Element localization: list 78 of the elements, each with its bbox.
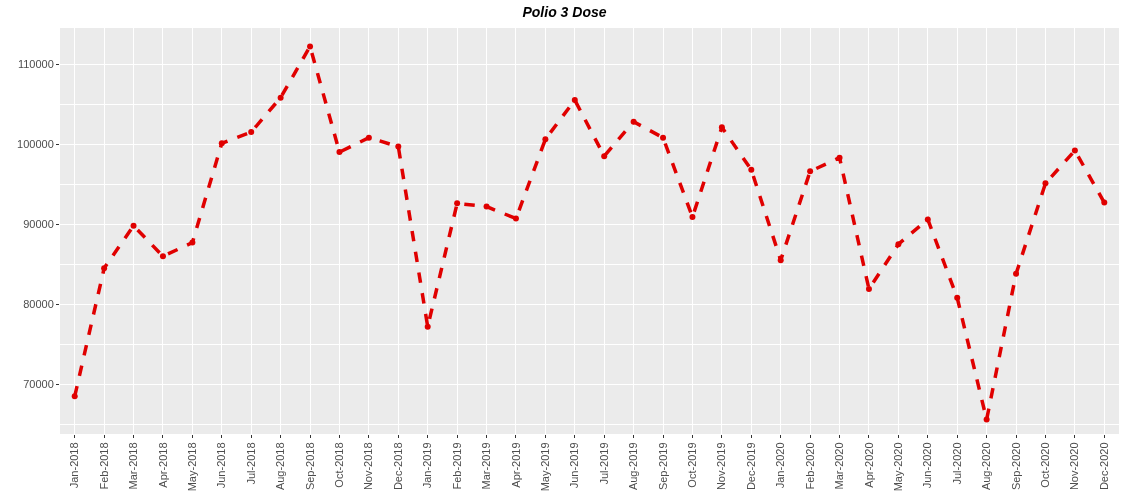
point bbox=[924, 216, 931, 223]
point bbox=[248, 129, 255, 136]
point bbox=[689, 213, 696, 220]
point bbox=[836, 154, 843, 161]
y-tick-label: 110000 bbox=[17, 57, 54, 70]
point bbox=[101, 265, 108, 272]
x-tick-label: Aug-2019 bbox=[627, 442, 640, 491]
x-tick-label: Apr-2020 bbox=[862, 442, 875, 488]
point bbox=[277, 94, 284, 101]
x-tick-label: Jul-2020 bbox=[950, 442, 963, 485]
x-tick-label: Apr-2018 bbox=[156, 442, 169, 488]
x-tick-label: May-2020 bbox=[891, 442, 904, 492]
x-tick-label: Jul-2019 bbox=[597, 442, 610, 485]
point bbox=[542, 136, 549, 143]
x-tick-label: Oct-2018 bbox=[333, 442, 346, 488]
x-tick-label: Mar-2019 bbox=[480, 442, 493, 490]
point bbox=[718, 124, 725, 131]
x-tick-label: Sep-2020 bbox=[1009, 442, 1022, 491]
y-tick-label: 90000 bbox=[23, 218, 54, 231]
point bbox=[424, 323, 431, 330]
x-tick-label: Oct-2020 bbox=[1039, 442, 1052, 488]
point bbox=[483, 203, 490, 210]
x-tick-label: Jan-2020 bbox=[774, 442, 787, 489]
point bbox=[336, 149, 343, 156]
point bbox=[601, 153, 608, 160]
x-tick-label: Nov-2019 bbox=[715, 442, 728, 491]
point bbox=[365, 134, 372, 141]
point bbox=[71, 393, 78, 400]
x-tick-label: Sep-2019 bbox=[656, 442, 669, 491]
point bbox=[660, 134, 667, 141]
y-tick-label: 80000 bbox=[23, 298, 54, 311]
x-tick-label: Oct-2019 bbox=[686, 442, 699, 488]
x-tick-label: Mar-2020 bbox=[833, 442, 846, 490]
x-tick-label: Nov-2020 bbox=[1068, 442, 1081, 491]
point bbox=[895, 241, 902, 248]
x-tick-label: Dec-2019 bbox=[744, 442, 757, 491]
point bbox=[1013, 270, 1020, 277]
x-tick-label: Jun-2019 bbox=[568, 442, 581, 489]
point bbox=[571, 97, 578, 104]
x-tick-label: Nov-2018 bbox=[362, 442, 375, 491]
x-tick-label: Aug-2018 bbox=[274, 442, 287, 491]
point bbox=[454, 200, 461, 207]
y-tick-label: 100000 bbox=[17, 137, 54, 150]
point bbox=[807, 168, 814, 175]
point bbox=[130, 222, 137, 229]
point bbox=[218, 140, 225, 147]
x-tick-label: Dec-2020 bbox=[1097, 442, 1110, 491]
point bbox=[1071, 147, 1078, 154]
x-tick-label: Feb-2018 bbox=[97, 442, 110, 490]
x-tick-label: Jan-2019 bbox=[421, 442, 434, 489]
point bbox=[395, 143, 402, 150]
point bbox=[512, 215, 519, 222]
chart-title: Polio 3 Dose bbox=[522, 4, 607, 21]
point bbox=[630, 118, 637, 125]
point bbox=[983, 416, 990, 423]
x-tick-label: Apr-2019 bbox=[509, 442, 522, 488]
point bbox=[954, 294, 961, 301]
point bbox=[1042, 180, 1049, 187]
x-tick-label: Feb-2019 bbox=[450, 442, 463, 490]
x-tick-label: Sep-2018 bbox=[303, 442, 316, 491]
x-tick-label: Jun-2018 bbox=[215, 442, 228, 489]
x-tick-label: Dec-2018 bbox=[391, 442, 404, 491]
point bbox=[159, 253, 166, 260]
x-tick-label: Jan-2018 bbox=[68, 442, 81, 489]
x-tick-label: Mar-2018 bbox=[127, 442, 140, 490]
x-tick-label: May-2018 bbox=[185, 442, 198, 492]
point bbox=[748, 166, 755, 173]
point bbox=[189, 239, 196, 246]
point bbox=[307, 43, 314, 50]
x-tick-label: Jun-2020 bbox=[921, 442, 934, 489]
point bbox=[865, 286, 872, 293]
x-tick-label: Aug-2020 bbox=[980, 442, 993, 491]
point bbox=[777, 257, 784, 264]
x-tick-label: Feb-2020 bbox=[803, 442, 816, 490]
point bbox=[1101, 199, 1108, 206]
x-tick-label: Jul-2018 bbox=[244, 442, 257, 485]
y-tick-label: 70000 bbox=[23, 378, 54, 391]
x-tick-label: May-2019 bbox=[538, 442, 551, 492]
